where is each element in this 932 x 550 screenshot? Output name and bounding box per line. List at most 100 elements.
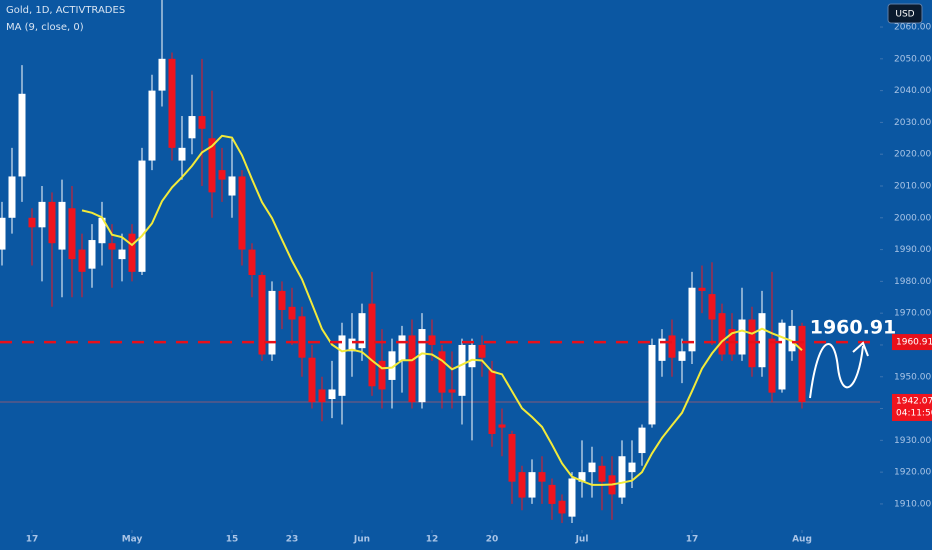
y-tick-label: 2050.00 xyxy=(894,54,931,64)
candle-body xyxy=(778,322,786,390)
plot-area xyxy=(0,0,880,524)
candle-body xyxy=(768,338,776,393)
candle-body xyxy=(68,208,76,260)
candle-body xyxy=(108,243,116,250)
candle-body xyxy=(738,319,746,355)
y-tick-label: 1930.00 xyxy=(894,436,931,446)
last-price-label: 1942.07 xyxy=(896,396,932,406)
candle-body xyxy=(138,160,146,272)
candle-body xyxy=(748,319,756,368)
candle-body xyxy=(658,338,666,361)
candle-body xyxy=(678,351,686,361)
candle-body xyxy=(578,472,586,482)
candle-body xyxy=(258,275,266,355)
x-tick-label: Jul xyxy=(575,535,589,545)
y-tick-label: 1970.00 xyxy=(894,309,931,319)
candle-body xyxy=(38,201,46,228)
x-tick-label: May xyxy=(122,535,143,545)
candle-body xyxy=(208,138,216,193)
x-tick-label: 15 xyxy=(226,535,239,545)
moving-average xyxy=(81,134,803,486)
currency-button[interactable] xyxy=(887,3,923,24)
candle-body xyxy=(8,176,16,218)
last-price-tag xyxy=(892,393,932,421)
candle-body xyxy=(638,427,646,454)
x-tick-label: Jun xyxy=(353,535,370,545)
candle-body xyxy=(528,472,536,498)
y-tick-label: 2040.00 xyxy=(894,86,931,96)
candle-body xyxy=(168,58,176,148)
candle-body xyxy=(718,313,726,355)
candle-body xyxy=(98,217,106,244)
candle-body xyxy=(598,465,606,482)
candle-body xyxy=(518,472,526,498)
candle-body xyxy=(0,217,6,250)
candle-body xyxy=(358,313,366,349)
y-tick-label: 2000.00 xyxy=(894,213,931,223)
candle-body xyxy=(408,335,416,403)
candle-body xyxy=(28,217,36,228)
candle-body xyxy=(448,389,456,393)
candle-body xyxy=(228,176,236,196)
x-tick-label: 17 xyxy=(686,535,699,545)
candle-body xyxy=(278,290,286,310)
candle-body xyxy=(508,433,516,482)
candle-body xyxy=(438,351,446,393)
x-tick-label: Aug xyxy=(792,535,812,545)
indicator-label: MA (9, close, 0) xyxy=(6,22,84,33)
candle-body xyxy=(568,478,576,517)
x-tick-label: 12 xyxy=(426,535,439,545)
candle-body xyxy=(198,116,206,129)
candle-body xyxy=(158,58,166,91)
candle-body xyxy=(288,306,296,320)
candle-body xyxy=(218,170,226,180)
candle-body xyxy=(268,290,276,355)
candle-body xyxy=(798,325,806,402)
projection-arrow xyxy=(809,343,864,399)
y-tick-label: 1920.00 xyxy=(894,468,931,478)
y-tick-label: 2010.00 xyxy=(894,181,931,191)
candle-body xyxy=(378,360,386,390)
candle-body xyxy=(128,233,136,272)
candle-body xyxy=(388,351,396,380)
candle-body xyxy=(178,147,186,161)
candle-body xyxy=(248,249,256,276)
candle-body xyxy=(348,338,356,352)
candle-body xyxy=(488,370,496,434)
candle-body xyxy=(498,424,506,428)
candle-body xyxy=(188,116,196,139)
y-tick-label: 1910.00 xyxy=(894,499,931,509)
candle-body xyxy=(88,240,96,269)
candle-body xyxy=(648,344,656,425)
candle-body xyxy=(58,201,66,250)
candle-body xyxy=(788,325,796,352)
candle-body xyxy=(668,335,676,358)
candle-body xyxy=(238,176,246,250)
bar-countdown: 04:11:50 xyxy=(896,408,932,418)
level-price-label: 1960.91 xyxy=(896,338,932,348)
candle-body xyxy=(538,472,546,482)
candle-body xyxy=(478,344,486,358)
candle-body xyxy=(428,335,436,345)
candle-body xyxy=(588,462,596,473)
currency-label[interactable]: USD xyxy=(895,10,914,20)
candle-body xyxy=(418,329,426,403)
level-annotation: 1960.91 xyxy=(810,317,897,339)
candle-body xyxy=(148,90,156,161)
x-tick-label: 17 xyxy=(26,535,39,545)
y-tick-label: 1990.00 xyxy=(894,245,931,255)
candle-body xyxy=(708,294,716,320)
y-tick-label: 2020.00 xyxy=(894,150,931,160)
candle-body xyxy=(548,484,556,504)
candle-body xyxy=(688,287,696,352)
candle-body xyxy=(78,249,86,272)
candle-body xyxy=(458,344,466,396)
candle-body xyxy=(318,389,326,403)
candle-body xyxy=(468,344,476,368)
candle-body xyxy=(758,313,766,368)
candle-body xyxy=(118,249,126,260)
candle-body xyxy=(328,389,336,400)
candle-body xyxy=(398,335,406,361)
chart-title: Gold, 1D, ACTIVTRADES xyxy=(6,5,125,16)
